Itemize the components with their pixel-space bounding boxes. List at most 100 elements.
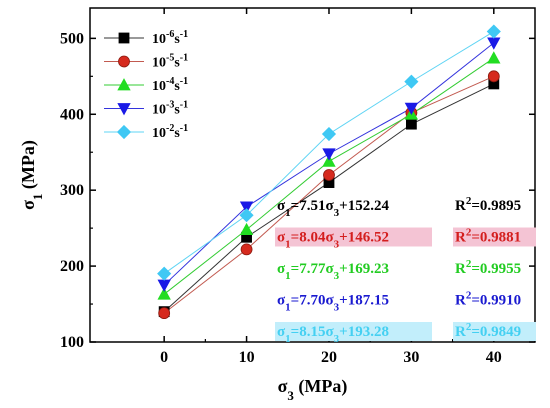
legend-label-unit-exponent: -1 <box>180 53 188 64</box>
legend-label-unit: s <box>174 56 180 71</box>
y-axis-title-symbol: σ <box>18 200 38 210</box>
legend-label-base: 10 <box>152 32 166 47</box>
data-point-s4-3 <box>404 74 419 89</box>
r-squared-exponent: 2 <box>466 227 472 239</box>
data-point-s0-3 <box>405 118 417 130</box>
r-squared-letter: R <box>455 198 466 214</box>
equation-subscript: 3 <box>334 333 340 345</box>
equation-part: =7.70σ <box>291 293 335 309</box>
equation-subscript: 3 <box>334 270 340 282</box>
data-point-s1-0 <box>158 307 171 320</box>
x-tick-label: 0 <box>160 349 168 366</box>
equation-part: =7.51σ <box>291 198 335 214</box>
data-point-s1-4 <box>487 70 500 83</box>
equation-subscript: 3 <box>334 302 340 314</box>
legend-label-unit-exponent: -1 <box>180 76 188 87</box>
equation-subscript: 3 <box>334 207 340 219</box>
equation-part: +146.52 <box>339 230 389 246</box>
data-point-s2-0 <box>157 287 171 300</box>
equation-part: σ <box>277 324 286 340</box>
legend-label-exponent: -4 <box>166 76 174 87</box>
data-point-s3-4 <box>487 37 501 50</box>
regression-equation-4: σ1=8.15σ3+193.28 <box>277 324 389 345</box>
r-squared-letter: R <box>455 230 466 246</box>
legend-label-1: 10-5s-1 <box>152 53 188 71</box>
r-squared-exponent: 2 <box>466 321 472 333</box>
equation-part: +193.28 <box>339 324 389 340</box>
data-point-s2-1 <box>239 222 254 236</box>
legend-label-unit: s <box>174 32 180 47</box>
legend-label-unit-exponent: -1 <box>180 100 188 111</box>
series-line-1 <box>163 75 494 314</box>
r-squared-1: R2=0.9881 <box>455 227 521 246</box>
data-point-s1-2 <box>323 169 335 181</box>
legend-label-3: 10-3s-1 <box>152 100 188 118</box>
data-point-s1-1 <box>240 243 253 256</box>
legend-marker-0 <box>118 32 130 44</box>
y-axis-title-unit: (MPa) <box>18 140 39 193</box>
x-axis-title-subscript: 3 <box>287 388 294 403</box>
r-squared-letter: R <box>455 293 466 309</box>
data-point-s3-1 <box>239 201 254 214</box>
legend-label-exponent: -3 <box>166 100 174 111</box>
r-squared-value: =0.9910 <box>471 293 521 309</box>
equation-part: σ <box>277 293 286 309</box>
r-squared-value: =0.9955 <box>471 261 521 277</box>
legend-label-base: 10 <box>152 126 166 141</box>
equation-subscript: 1 <box>285 239 291 251</box>
y-tick-label: 500 <box>60 30 84 47</box>
r-squared-value: =0.9849 <box>471 324 521 340</box>
legend-label-0: 10-6s-1 <box>152 29 188 47</box>
y-tick-label: 400 <box>60 106 84 123</box>
y-axis-title-subscript: 1 <box>30 194 45 201</box>
r-squared-exponent: 2 <box>466 290 472 302</box>
data-point-s3-3 <box>404 102 419 116</box>
r-squared-0: R2=0.9895 <box>455 195 521 214</box>
r-squared-letter: R <box>455 261 466 277</box>
data-point-s2-4 <box>487 51 501 64</box>
data-point-s4-2 <box>321 126 337 142</box>
equation-part: =8.15σ <box>291 324 335 340</box>
x-tick-label: 30 <box>403 349 419 366</box>
legend-label-exponent: -5 <box>166 53 174 64</box>
legend-label-4: 10-2s-1 <box>152 123 188 141</box>
r-squared-value: =0.9895 <box>471 198 521 214</box>
legend-label-unit-exponent: -1 <box>180 123 188 134</box>
data-point-s3-2 <box>322 148 336 161</box>
equation-part: +152.24 <box>339 198 389 214</box>
r-squared-3: R2=0.9910 <box>455 290 521 309</box>
r-squared-exponent: 2 <box>466 195 472 207</box>
equation-subscript: 1 <box>285 333 291 345</box>
legend-label-unit-exponent: -1 <box>180 29 188 40</box>
equation-subscript: 1 <box>285 302 291 314</box>
legend-label-unit: s <box>174 103 180 118</box>
x-axis-title-unit: (MPa) <box>294 376 347 397</box>
r2-highlight-1 <box>453 227 536 247</box>
equation-part: +169.23 <box>339 261 389 277</box>
r-squared-4: R2=0.9849 <box>455 321 521 340</box>
legend-label-base: 10 <box>152 103 166 118</box>
data-point-s4-1 <box>239 208 254 223</box>
legend-label-exponent: -2 <box>166 123 174 134</box>
legend-marker-4 <box>116 124 132 140</box>
r-squared-exponent: 2 <box>466 258 472 270</box>
x-axis-title-symbol: σ <box>278 376 288 396</box>
equation-subscript: 1 <box>285 207 291 219</box>
r2-highlight-4 <box>453 322 536 341</box>
legend-marker-1 <box>118 55 130 68</box>
plot-frame <box>89 7 536 343</box>
x-tick-label: 20 <box>321 349 337 366</box>
legend-marker-3 <box>117 103 131 116</box>
legend-label-base: 10 <box>152 56 166 71</box>
x-tick-label: 40 <box>486 349 502 366</box>
equation-part: σ <box>277 230 286 246</box>
regression-equation-2: σ1=7.77σ3+169.23 <box>277 261 389 282</box>
r-squared-2: R2=0.9955 <box>455 258 521 277</box>
legend-label-unit: s <box>174 79 180 94</box>
legend-label-unit: s <box>174 126 180 141</box>
legend-marker-2 <box>117 78 131 91</box>
data-point-s2-2 <box>322 154 336 167</box>
regression-equation-3: σ1=7.70σ3+187.15 <box>277 293 389 314</box>
r-squared-letter: R <box>455 324 466 340</box>
